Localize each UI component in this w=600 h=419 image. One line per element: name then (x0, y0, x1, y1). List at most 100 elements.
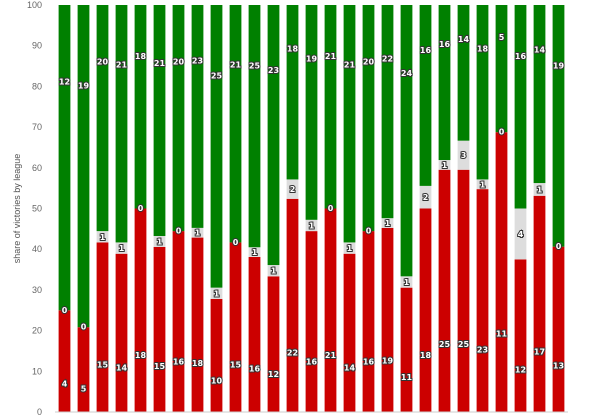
bar-segment (172, 231, 185, 412)
bar-segment (552, 5, 565, 247)
bar-segment (248, 256, 261, 412)
y-tick-label: 30 (32, 285, 42, 295)
bar-segment (457, 169, 470, 412)
bar-stack: 16 0 20 (172, 5, 185, 412)
bar-segment (438, 160, 451, 170)
bar-stack: 12 4 16 (514, 5, 527, 413)
bar-segment (476, 189, 489, 412)
y-tick-label: 20 (32, 326, 42, 336)
bar-segment (476, 179, 489, 190)
data-label: 16 (249, 365, 261, 374)
bar-segment (115, 253, 128, 412)
data-label: 14 (116, 364, 128, 373)
bar-segment (419, 208, 432, 412)
data-label: 5 (81, 384, 87, 393)
data-label: 23 (268, 66, 279, 75)
bar-segment (172, 5, 185, 232)
data-label: 4 (518, 230, 524, 239)
data-label: 16 (306, 357, 318, 366)
bar-segment (495, 132, 508, 412)
data-label: 25 (458, 340, 470, 349)
bar-segment (343, 242, 356, 254)
bar-segment (267, 276, 280, 412)
data-label: 18 (135, 351, 147, 360)
data-label: 1 (385, 219, 391, 228)
bar-segment (362, 231, 375, 412)
bar-stack: 14 1 21 (115, 5, 128, 412)
bar-segment (153, 236, 166, 247)
bar-segment (514, 5, 527, 209)
bar-segment (115, 242, 128, 254)
data-label: 11 (401, 373, 413, 382)
y-tick-label: 10 (32, 366, 42, 376)
data-label: 0 (233, 238, 239, 247)
bar-segment (533, 5, 546, 184)
bar-stack: 11 0 5 (495, 5, 508, 412)
data-label: 3 (461, 151, 467, 160)
data-label: 12 (268, 370, 279, 379)
bar-segment (267, 265, 280, 277)
bar-segment (191, 5, 204, 228)
data-label: 20 (173, 58, 185, 67)
bar-stack: 16 1 25 (248, 5, 261, 412)
data-label: 25 (211, 72, 223, 81)
data-label: 1 (442, 161, 448, 170)
bar-segment (514, 259, 527, 413)
data-label: 16 (420, 46, 432, 55)
bar-segment (191, 227, 204, 238)
bar-segment (96, 242, 109, 412)
data-label: 1 (195, 229, 201, 238)
bar-segment (362, 5, 375, 232)
bar-segment (381, 218, 394, 228)
data-label: 18 (477, 45, 489, 54)
bar-segment (210, 5, 223, 288)
data-label: 18 (192, 359, 204, 368)
bar-stack: 19 1 22 (381, 5, 394, 412)
data-label: 14 (534, 46, 546, 55)
data-label: 19 (553, 61, 565, 70)
bar-stack: 12 1 23 (267, 5, 280, 412)
data-label: 1 (404, 278, 410, 287)
data-label: 16 (439, 40, 451, 49)
data-label: 0 (499, 128, 505, 137)
data-label: 1 (480, 180, 486, 189)
bar-segment (457, 140, 470, 170)
data-label: 14 (344, 364, 356, 373)
bars: 4012501915120141211801815121160201812310… (55, 5, 568, 413)
bar-stack: 18 0 18 (134, 5, 147, 412)
bar-stack: 15 1 20 (96, 5, 109, 412)
data-label: 25 (249, 62, 261, 71)
bar-segment (248, 247, 261, 257)
data-label: 15 (154, 362, 166, 371)
bar-segment (191, 237, 204, 412)
data-label: 23 (192, 57, 203, 66)
bar-segment (267, 5, 280, 266)
data-label: 0 (176, 227, 182, 236)
bar-segment (77, 327, 90, 412)
bar-segment (419, 5, 432, 186)
y-tick-label: 80 (32, 81, 42, 91)
y-tick-label: 60 (32, 163, 42, 173)
data-label: 19 (78, 82, 90, 91)
y-tick-label: 100 (27, 0, 42, 10)
y-tick-label: 50 (32, 204, 42, 214)
y-axis-title: share of victories by league (12, 154, 22, 264)
data-label: 21 (230, 60, 242, 69)
bar-segment (305, 231, 318, 412)
data-label: 0 (328, 204, 334, 213)
data-label: 0 (366, 227, 372, 236)
data-label: 17 (534, 347, 545, 356)
data-label: 20 (363, 58, 375, 67)
data-label: 12 (515, 365, 526, 374)
data-label: 24 (401, 69, 413, 78)
data-label: 19 (306, 55, 318, 64)
y-tick-label: 70 (32, 122, 42, 132)
bar-stack: 16 1 19 (305, 5, 318, 412)
y-tick-label: 90 (32, 41, 42, 51)
bar-stack: 15 1 21 (153, 5, 166, 412)
data-label: 0 (62, 306, 68, 315)
bar-stack: 23 1 18 (476, 5, 489, 412)
bar-stack: 5 0 19 (77, 5, 90, 412)
